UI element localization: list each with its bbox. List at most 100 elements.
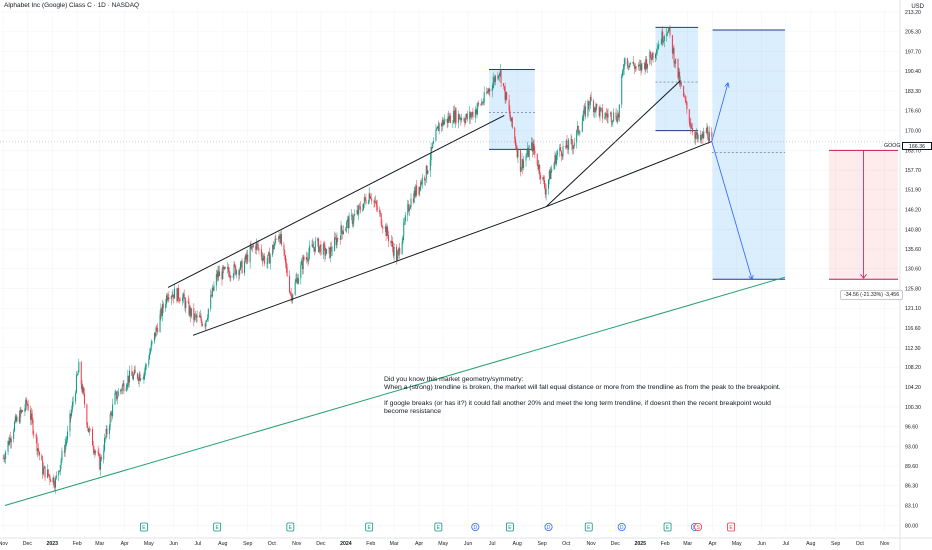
candle-body (590, 97, 592, 101)
candle-body (376, 205, 378, 211)
candle-body (627, 65, 629, 67)
candle-body (221, 271, 223, 280)
candle-body (483, 92, 485, 103)
candle-body (416, 185, 418, 195)
candle-body (148, 359, 150, 365)
candle-body (151, 341, 153, 344)
x-tick-label: Jul (195, 541, 202, 547)
candle-body (258, 248, 260, 250)
candle-body (534, 150, 536, 154)
candle-body (387, 226, 389, 236)
event-marker (213, 522, 222, 532)
candle-body (560, 150, 562, 156)
x-tick-label: Nov (292, 541, 302, 547)
candle-body (145, 364, 147, 371)
candle-body (80, 361, 82, 385)
candle-body (471, 112, 473, 115)
candle-body (470, 114, 472, 118)
x-tick-label: Aug (218, 541, 227, 547)
candle-body (155, 327, 157, 337)
candle-body (514, 127, 516, 140)
candle-body (470, 112, 472, 118)
candle-body (37, 448, 39, 452)
x-tick-label: Feb (73, 541, 82, 547)
candle-body (436, 128, 438, 130)
candle-body (498, 73, 500, 76)
candle-body (663, 40, 665, 43)
candle-body (461, 118, 463, 120)
candle-body (444, 118, 446, 122)
candle-body (297, 277, 299, 284)
note-line-4: become resistance (384, 408, 442, 415)
candle-body (154, 332, 156, 337)
candle-body (78, 361, 80, 373)
candle-body (671, 35, 673, 54)
candle-body (14, 416, 16, 423)
x-tick-label: Aug (806, 541, 815, 547)
candle-body (32, 419, 34, 434)
grid (0, 10, 900, 532)
candle-body (424, 179, 426, 181)
event-marker-label: E (215, 525, 219, 531)
candle-body (46, 469, 48, 478)
candle-body (44, 466, 46, 478)
candle-body (700, 136, 702, 141)
candle-body (375, 201, 377, 203)
candle-body (617, 113, 619, 122)
candle-body (399, 247, 401, 255)
y-tick-label: 170.00 (905, 129, 921, 135)
candle-body (498, 75, 500, 79)
x-tick-label: Sep (831, 541, 840, 547)
x-tick-label: Feb (661, 541, 670, 547)
candle-body (491, 88, 493, 91)
candle-body (691, 127, 693, 129)
candle-body (607, 113, 609, 118)
candle-body (341, 225, 343, 231)
candle-body (668, 27, 670, 30)
candle-body (357, 210, 359, 215)
x-tick-label: May (732, 541, 742, 547)
candle-body (672, 48, 674, 54)
measure-label: -34.56 (-21.33%) -3,456 (840, 290, 904, 300)
candle-body (615, 112, 617, 120)
candle-body (330, 246, 332, 258)
candle-body (353, 215, 355, 222)
candle-body (410, 198, 412, 208)
candle-body (465, 117, 467, 124)
candle-body (143, 374, 145, 379)
candle-body (561, 155, 563, 157)
x-tick-label: Apr (121, 541, 129, 547)
candle-body (646, 63, 648, 69)
candle-body (554, 155, 556, 163)
candle-body (651, 52, 653, 61)
range-box (712, 29, 785, 280)
candle-body (54, 478, 56, 488)
candle-body (342, 230, 344, 235)
trendline-channel-top (167, 114, 505, 288)
candle-body (523, 160, 525, 168)
candle-body (499, 70, 501, 74)
candle-body (407, 204, 409, 216)
candle-body (409, 207, 411, 209)
candle-body (234, 264, 236, 266)
candle-body (49, 475, 51, 480)
candle-body (474, 109, 476, 118)
candle-body (695, 134, 697, 139)
y-tick-label: 135.60 (905, 247, 921, 253)
candle-body (565, 140, 567, 147)
candle-body (453, 110, 455, 123)
candle-body (588, 101, 590, 106)
candle-body (536, 153, 538, 166)
x-tick-label: Feb (366, 541, 375, 547)
candle-body (289, 292, 291, 294)
currency-label[interactable]: USD (911, 4, 924, 10)
candle-body (337, 238, 339, 240)
candle-body (244, 261, 246, 274)
candle-body (587, 101, 589, 117)
candle-body (132, 375, 134, 380)
candle-body (643, 63, 645, 64)
candle-body (267, 255, 269, 264)
trendline-recent-rise (545, 80, 681, 208)
candle-body (391, 241, 393, 248)
